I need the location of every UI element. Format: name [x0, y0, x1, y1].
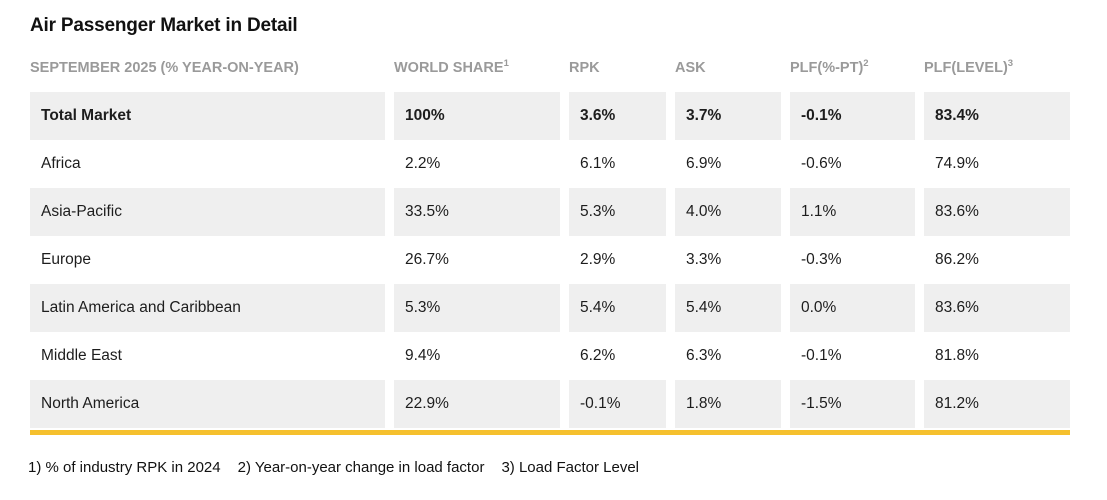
ask-cell: 1.8% — [675, 380, 781, 428]
world-share-cell: 100% — [394, 92, 560, 140]
table-row-total-market: Total Market 100% 3.6% 3.7% -0.1% 83.4% — [30, 92, 1070, 140]
footnote-marker: 3 — [1007, 58, 1014, 70]
rpk-cell: 5.3% — [569, 188, 666, 236]
world-share-cell: 26.7% — [394, 236, 560, 284]
world-share-cell: 5.3% — [394, 284, 560, 332]
ask-cell: 3.3% — [675, 236, 781, 284]
plf-pt-cell: -0.1% — [790, 92, 915, 140]
column-header-plf-pt: PLF(%-PT)2 — [790, 58, 915, 76]
plf-pt-cell: -0.6% — [790, 140, 915, 188]
plf-pt-cell: -0.3% — [790, 236, 915, 284]
ask-cell: 3.7% — [675, 92, 781, 140]
plf-pt-cell: 0.0% — [790, 284, 915, 332]
plf-level-cell: 74.9% — [924, 140, 1070, 188]
ask-cell: 6.3% — [675, 332, 781, 380]
rpk-cell: 6.1% — [569, 140, 666, 188]
region-cell: Asia-Pacific — [30, 188, 385, 236]
region-cell: Europe — [30, 236, 385, 284]
region-cell: Total Market — [30, 92, 385, 140]
plf-level-cell: 81.8% — [924, 332, 1070, 380]
column-header-plf-level: PLF(LEVEL)3 — [924, 58, 1070, 76]
column-header-label: WORLD SHARE — [394, 60, 504, 76]
column-header-label: PLF(LEVEL) — [924, 60, 1008, 76]
ask-cell: 4.0% — [675, 188, 781, 236]
rpk-cell: 5.4% — [569, 284, 666, 332]
column-header-label: ASK — [675, 60, 706, 76]
region-cell: Latin America and Caribbean — [30, 284, 385, 332]
world-share-cell: 22.9% — [394, 380, 560, 428]
column-header-label: PLF(%-PT) — [790, 60, 864, 76]
table-row-africa: Africa 2.2% 6.1% 6.9% -0.6% 74.9% — [30, 140, 1070, 188]
page-title: Air Passenger Market in Detail — [30, 15, 298, 36]
plf-level-cell: 83.4% — [924, 92, 1070, 140]
footnote-3: 3) Load Factor Level — [501, 459, 640, 476]
rpk-cell: 3.6% — [569, 92, 666, 140]
table-row-latin-america: Latin America and Caribbean 5.3% 5.4% 5.… — [30, 284, 1070, 332]
table-accent-divider — [30, 430, 1070, 435]
column-header-label: RPK — [569, 60, 600, 76]
plf-pt-cell: 1.1% — [790, 188, 915, 236]
plf-level-cell: 81.2% — [924, 380, 1070, 428]
column-header-period: SEPTEMBER 2025 (% YEAR-ON-YEAR) — [30, 60, 299, 76]
table-row-asia-pacific: Asia-Pacific 33.5% 5.3% 4.0% 1.1% 83.6% — [30, 188, 1070, 236]
world-share-cell: 9.4% — [394, 332, 560, 380]
plf-pt-cell: -0.1% — [790, 332, 915, 380]
ask-cell: 6.9% — [675, 140, 781, 188]
plf-level-cell: 83.6% — [924, 188, 1070, 236]
footnote-1: 1) % of industry RPK in 2024 — [28, 459, 221, 476]
table-row-middle-east: Middle East 9.4% 6.2% 6.3% -0.1% 81.8% — [30, 332, 1070, 380]
column-header-world-share: WORLD SHARE1 — [394, 58, 560, 76]
footnote-marker: 2 — [863, 58, 869, 70]
column-header-ask: ASK — [675, 60, 781, 76]
table-row-north-america: North America 22.9% -0.1% 1.8% -1.5% 81.… — [30, 380, 1070, 428]
footnotes: 1) % of industry RPK in 2024 2) Year-on-y… — [28, 459, 1107, 476]
rpk-cell: -0.1% — [569, 380, 666, 428]
column-header-rpk: RPK — [569, 60, 666, 76]
region-cell: North America — [30, 380, 385, 428]
rpk-cell: 6.2% — [569, 332, 666, 380]
region-cell: Middle East — [30, 332, 385, 380]
plf-level-cell: 86.2% — [924, 236, 1070, 284]
world-share-cell: 33.5% — [394, 188, 560, 236]
footnote-2: 2) Year-on-year change in load factor — [237, 459, 485, 476]
table-row-europe: Europe 26.7% 2.9% 3.3% -0.3% 86.2% — [30, 236, 1070, 284]
rpk-cell: 2.9% — [569, 236, 666, 284]
ask-cell: 5.4% — [675, 284, 781, 332]
region-cell: Africa — [30, 140, 385, 188]
footnote-marker: 1 — [503, 58, 509, 70]
table-header-row: SEPTEMBER 2025 (% YEAR-ON-YEAR) WORLD SH… — [30, 58, 1070, 78]
plf-level-cell: 83.6% — [924, 284, 1070, 332]
plf-pt-cell: -1.5% — [790, 380, 915, 428]
air-passenger-market-table: SEPTEMBER 2025 (% YEAR-ON-YEAR) WORLD SH… — [30, 58, 1070, 435]
world-share-cell: 2.2% — [394, 140, 560, 188]
